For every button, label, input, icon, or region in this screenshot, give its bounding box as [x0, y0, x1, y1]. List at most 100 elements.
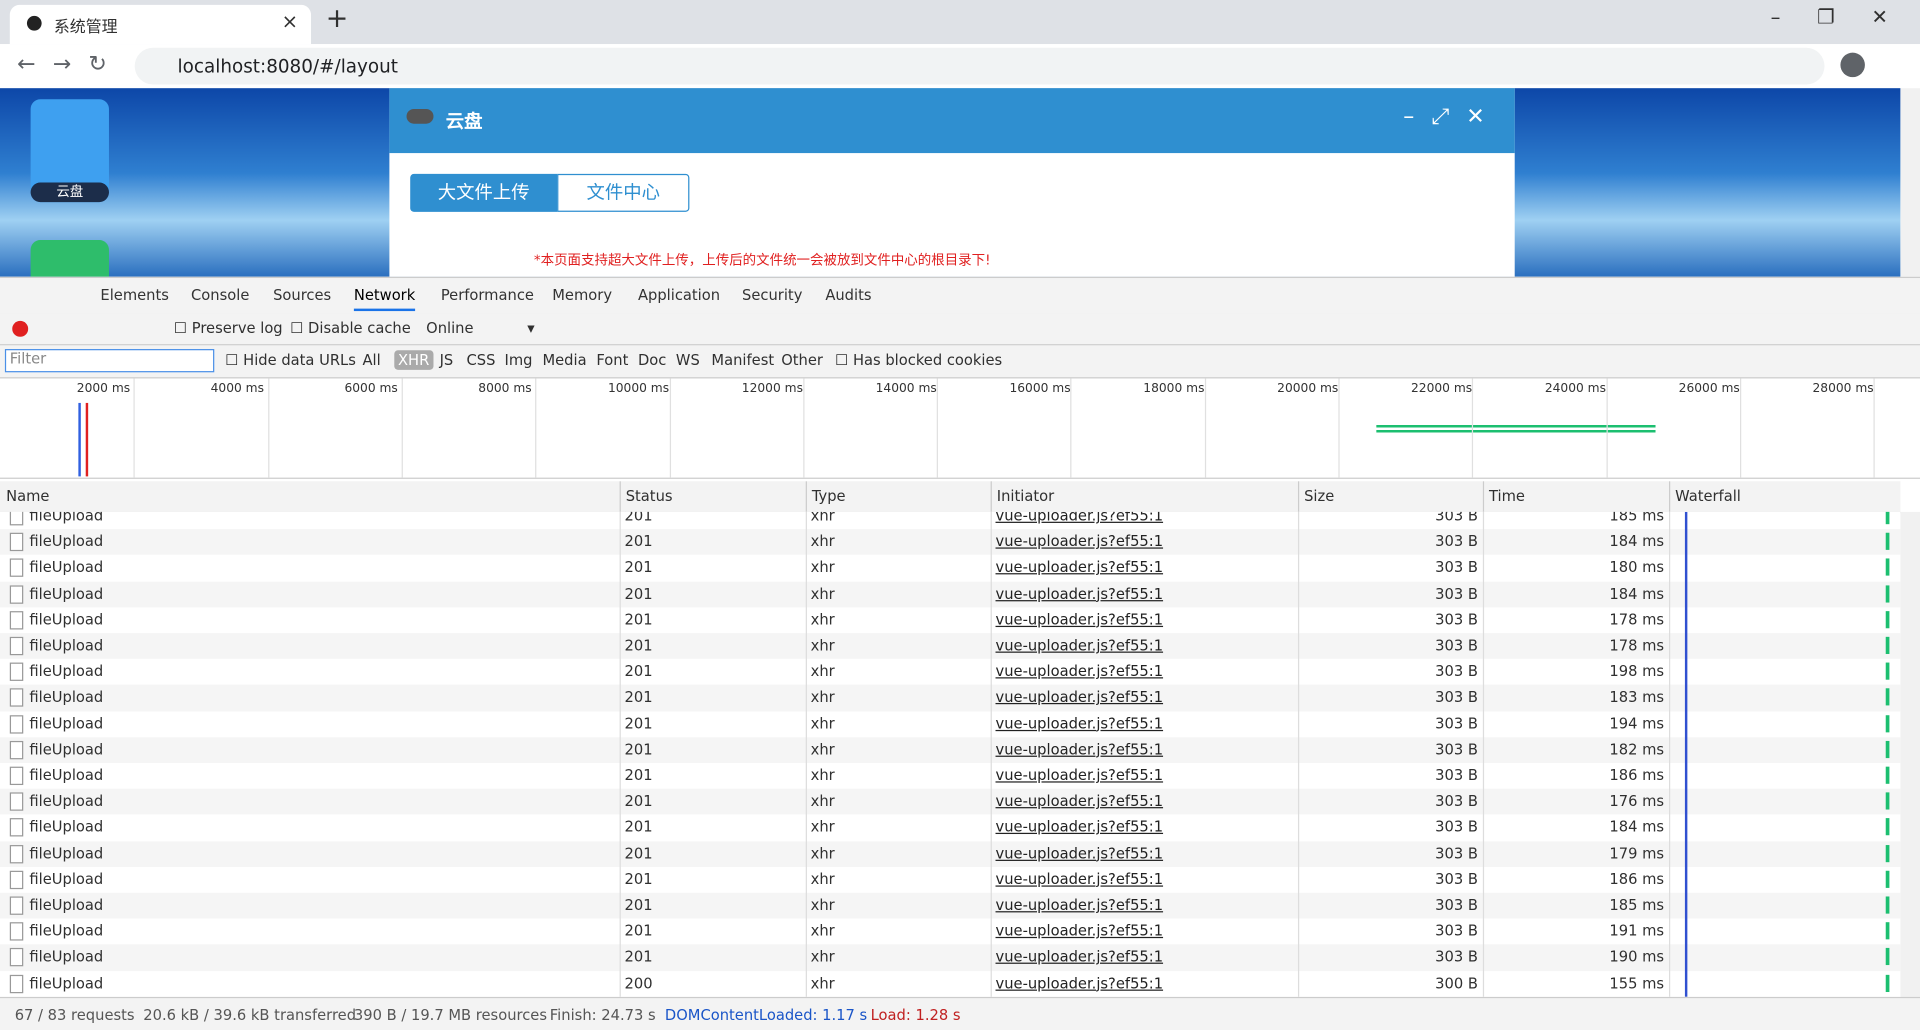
type-filter[interactable]: Manifest	[711, 351, 775, 369]
request-name[interactable]: fileUpload	[29, 532, 104, 551]
request-name[interactable]: fileUpload	[29, 818, 104, 836]
initiator[interactable]: vue-uploader.js?ef55:1	[995, 688, 1164, 706]
request-row[interactable]: fileUpload 201 xhr vue-uploader.js?ef55:1 30…	[0, 511, 1901, 530]
request-row[interactable]: fileUpload 201 xhr vue-uploader.js?ef55:1 30…	[0, 633, 1901, 660]
column-header[interactable]: Waterfall	[1675, 487, 1741, 505]
disable-cache[interactable]: ☐ Disable cache	[290, 319, 411, 337]
request-name[interactable]: fileUpload	[29, 844, 104, 862]
initiator[interactable]: vue-uploader.js?ef55:1	[995, 974, 1164, 992]
type-filter[interactable]: XHR	[394, 350, 433, 370]
initiator[interactable]: vue-uploader.js?ef55:1	[995, 511, 1164, 525]
type-filter[interactable]: Other	[781, 351, 823, 369]
request-name[interactable]: fileUpload	[29, 511, 104, 525]
request-row[interactable]: fileUpload 201 xhr vue-uploader.js?ef55:1 30…	[0, 685, 1901, 712]
modal-controls[interactable]: –⤢✕	[1403, 104, 1502, 130]
page-scrollbar[interactable]	[1900, 88, 1920, 277]
devtools-tab[interactable]: Console	[191, 286, 250, 304]
request-row[interactable]: fileUpload 201 xhr vue-uploader.js?ef55:1 30…	[0, 866, 1901, 893]
request-name[interactable]: fileUpload	[29, 922, 104, 940]
table-scrollbar[interactable]	[1900, 511, 1920, 997]
request-row[interactable]: fileUpload 201 xhr vue-uploader.js?ef55:1 30…	[0, 840, 1901, 867]
initiator[interactable]: vue-uploader.js?ef55:1	[995, 766, 1164, 784]
upload-button[interactable]: 大文件上传	[410, 173, 558, 212]
column-header[interactable]: Status	[625, 487, 673, 505]
initiator[interactable]: vue-uploader.js?ef55:1	[995, 584, 1164, 603]
type-filter[interactable]: Media	[542, 351, 587, 369]
initiator[interactable]: vue-uploader.js?ef55:1	[995, 870, 1164, 888]
request-row[interactable]: fileUpload 201 xhr vue-uploader.js?ef55:1 30…	[0, 711, 1901, 738]
request-name[interactable]: fileUpload	[29, 974, 104, 992]
devtools-tab[interactable]: Network	[353, 287, 416, 312]
record[interactable]	[12, 320, 29, 337]
type-filter[interactable]: WS	[675, 351, 700, 369]
window-controls[interactable]: –❐✕	[1770, 4, 1920, 29]
throttle[interactable]: Online ▾	[426, 319, 535, 337]
omnibox[interactable]: localhost:8080/#/layout	[134, 47, 1825, 85]
initiator[interactable]: vue-uploader.js?ef55:1	[995, 714, 1164, 732]
initiator[interactable]: vue-uploader.js?ef55:1	[995, 922, 1164, 940]
request-row[interactable]: fileUpload 201 xhr vue-uploader.js?ef55:1 30…	[0, 814, 1901, 841]
type-filter[interactable]: All	[362, 351, 381, 369]
request-row[interactable]: fileUpload 200 xhr vue-uploader.js?ef55:1 30…	[0, 970, 1901, 997]
type-filter[interactable]: CSS	[466, 351, 496, 369]
request-row[interactable]: fileUpload 201 xhr vue-uploader.js?ef55:1 30…	[0, 944, 1901, 971]
app-icon[interactable]	[30, 240, 109, 277]
request-name[interactable]: fileUpload	[29, 688, 104, 706]
request-row[interactable]: fileUpload 201 xhr vue-uploader.js?ef55:1 30…	[0, 581, 1901, 608]
column-header[interactable]: Time	[1488, 487, 1525, 505]
request-row[interactable]: fileUpload 201 xhr vue-uploader.js?ef55:1 30…	[0, 529, 1901, 556]
devtools-tab[interactable]: Audits	[825, 286, 872, 304]
nav-buttons[interactable]: ←→↻	[17, 51, 124, 78]
type-filter[interactable]: Img	[504, 351, 533, 369]
request-row[interactable]: fileUpload 201 xhr vue-uploader.js?ef55:1 30…	[0, 555, 1901, 582]
request-name[interactable]: fileUpload	[29, 870, 104, 888]
request-name[interactable]: fileUpload	[29, 636, 104, 654]
initiator[interactable]: vue-uploader.js?ef55:1	[995, 896, 1164, 914]
devtools-tab[interactable]: Security	[742, 286, 803, 304]
initiator[interactable]: vue-uploader.js?ef55:1	[995, 948, 1164, 966]
column-header[interactable]: Size	[1304, 487, 1335, 505]
request-name[interactable]: fileUpload	[29, 662, 104, 680]
request-name[interactable]: fileUpload	[29, 766, 104, 784]
request-name[interactable]: fileUpload	[29, 948, 104, 966]
blocked-cookies[interactable]: ☐ Has blocked cookies	[835, 351, 1003, 369]
column-header[interactable]: Type	[811, 487, 846, 505]
new-tab[interactable]: +	[325, 3, 349, 35]
initiator[interactable]: vue-uploader.js?ef55:1	[995, 740, 1164, 758]
type-filter[interactable]: JS	[439, 351, 454, 369]
devtools-tab[interactable]: Performance	[440, 286, 534, 304]
filter-input[interactable]: Filter	[4, 349, 215, 373]
devtools-tab[interactable]: Application	[637, 286, 721, 304]
request-row[interactable]: fileUpload 201 xhr vue-uploader.js?ef55:1 30…	[0, 918, 1901, 945]
initiator[interactable]: vue-uploader.js?ef55:1	[995, 610, 1164, 629]
column-header[interactable]: Initiator	[996, 487, 1055, 505]
cloud-app-icon[interactable]: 云盘	[30, 99, 109, 203]
request-row[interactable]: fileUpload 201 xhr vue-uploader.js?ef55:1 30…	[0, 737, 1901, 763]
request-row[interactable]: fileUpload 201 xhr vue-uploader.js?ef55:1 30…	[0, 892, 1901, 919]
tab-close[interactable]: ×	[281, 9, 299, 34]
initiator[interactable]: vue-uploader.js?ef55:1	[995, 792, 1164, 810]
type-filter[interactable]: Doc	[637, 351, 667, 369]
request-row[interactable]: fileUpload 201 xhr vue-uploader.js?ef55:1 30…	[0, 762, 1901, 789]
devtools-tab[interactable]: Sources	[273, 286, 332, 304]
request-name[interactable]: fileUpload	[29, 584, 104, 603]
request-row[interactable]: fileUpload 201 xhr vue-uploader.js?ef55:1 30…	[0, 788, 1901, 815]
initiator[interactable]: vue-uploader.js?ef55:1	[995, 532, 1164, 551]
request-row[interactable]: fileUpload 201 xhr vue-uploader.js?ef55:1 30…	[0, 659, 1901, 686]
hide-data-urls[interactable]: ☐ Hide data URLs	[225, 351, 356, 369]
column-header[interactable]: Name	[6, 487, 50, 505]
initiator[interactable]: vue-uploader.js?ef55:1	[995, 636, 1164, 654]
request-name[interactable]: fileUpload	[29, 792, 104, 810]
initiator[interactable]: vue-uploader.js?ef55:1	[995, 662, 1164, 680]
request-name[interactable]: fileUpload	[29, 610, 104, 629]
devtools-tab[interactable]: Elements	[100, 286, 169, 304]
devtools-tab[interactable]: Memory	[552, 286, 613, 304]
type-filter[interactable]: Font	[596, 351, 629, 369]
initiator[interactable]: vue-uploader.js?ef55:1	[995, 818, 1164, 836]
request-name[interactable]: fileUpload	[29, 558, 104, 577]
request-name[interactable]: fileUpload	[29, 896, 104, 914]
request-name[interactable]: fileUpload	[29, 740, 104, 758]
files-button[interactable]: 文件中心	[557, 173, 690, 212]
preserve-log[interactable]: ☐ Preserve log	[173, 319, 283, 337]
tab[interactable]: 系统管理 ×	[9, 4, 312, 45]
